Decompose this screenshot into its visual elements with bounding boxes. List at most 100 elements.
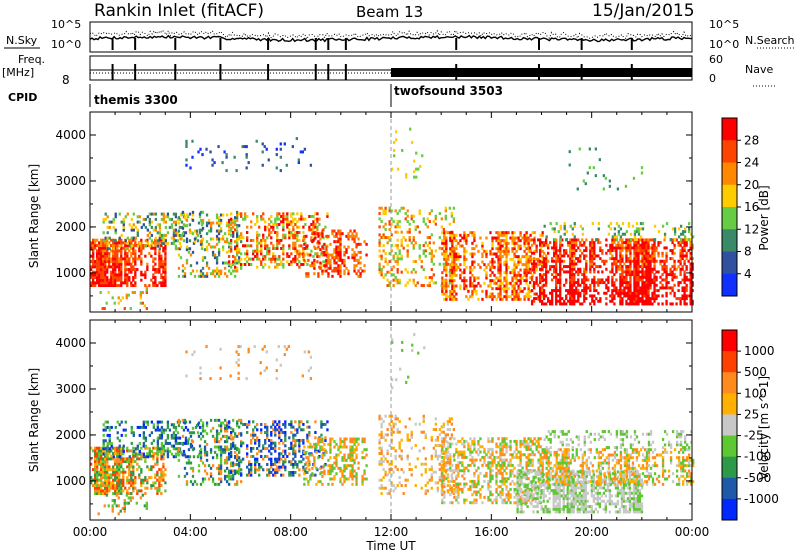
heatmap-cell bbox=[219, 466, 223, 470]
heatmap-cell bbox=[523, 236, 526, 240]
heatmap-cell bbox=[428, 246, 431, 250]
heatmap-cell bbox=[180, 233, 184, 237]
heatmap-cell bbox=[687, 278, 690, 282]
heatmap-cell bbox=[150, 233, 154, 237]
heatmap-cell bbox=[116, 449, 119, 453]
heatmap-cell bbox=[536, 283, 540, 287]
heatmap-cell bbox=[673, 267, 676, 271]
heatmap-cell bbox=[96, 276, 99, 280]
heatmap-cell bbox=[532, 251, 536, 255]
heatmap-cell bbox=[629, 273, 632, 277]
heatmap-cell bbox=[503, 239, 506, 243]
heatmap-cell bbox=[145, 285, 148, 289]
heatmap-cell bbox=[643, 259, 646, 263]
heatmap-cell bbox=[229, 241, 233, 245]
heatmap-cell bbox=[679, 249, 682, 253]
heatmap-cell bbox=[337, 269, 340, 273]
heatmap-cell bbox=[530, 302, 534, 306]
heatmap-cell bbox=[219, 272, 223, 276]
heatmap-cell bbox=[605, 297, 608, 301]
heatmap-cell bbox=[543, 259, 546, 263]
heatmap-cell bbox=[689, 246, 692, 250]
heatmap-cell bbox=[201, 266, 205, 270]
heatmap-cell bbox=[134, 273, 137, 277]
heatmap-cell bbox=[154, 278, 157, 282]
heatmap-cell bbox=[256, 468, 259, 472]
heatmap-cell bbox=[219, 464, 223, 468]
heatmap-cell bbox=[116, 462, 119, 466]
heatmap-cell bbox=[138, 254, 141, 258]
heatmap-cell bbox=[152, 276, 155, 280]
heatmap-cell bbox=[396, 222, 399, 226]
heatmap-cell bbox=[144, 436, 147, 440]
heatmap-cell bbox=[219, 421, 223, 425]
heatmap-cell bbox=[569, 265, 572, 269]
heatmap-cell bbox=[256, 236, 259, 240]
heatmap-cell bbox=[96, 446, 99, 450]
heatmap-cell bbox=[489, 231, 492, 235]
heatmap-cell bbox=[515, 273, 518, 277]
nave-label: Nave bbox=[745, 63, 773, 76]
heatmap-cell bbox=[591, 249, 594, 253]
heatmap-cell bbox=[221, 213, 225, 217]
heatmap-cell bbox=[384, 206, 387, 210]
heatmap-cell bbox=[479, 236, 482, 240]
heatmap-cell bbox=[199, 453, 203, 457]
heatmap-cell bbox=[629, 283, 632, 287]
heatmap-cell bbox=[182, 449, 186, 453]
heatmap-cell bbox=[209, 418, 213, 422]
heatmap-cell bbox=[138, 244, 141, 248]
heatmap-cell bbox=[515, 249, 518, 253]
heatmap-cell bbox=[471, 289, 474, 293]
heatmap-cell bbox=[511, 276, 514, 280]
heatmap-cell bbox=[323, 250, 326, 254]
heatmap-cell bbox=[639, 270, 642, 274]
heatmap-cell bbox=[477, 276, 480, 280]
heatmap-cell bbox=[569, 299, 572, 303]
heatmap-cell bbox=[523, 263, 526, 267]
heatmap-cell bbox=[384, 260, 387, 264]
heatmap-cell bbox=[625, 267, 628, 271]
heatmap-cell bbox=[292, 217, 295, 221]
heatmap-cell bbox=[181, 226, 185, 230]
heatmap-cell bbox=[168, 449, 172, 453]
heatmap-cell bbox=[505, 244, 508, 248]
heatmap-cell bbox=[282, 460, 285, 464]
heatmap-cell bbox=[635, 273, 638, 277]
heatmap-cell bbox=[197, 469, 201, 473]
heatmap-cell bbox=[571, 243, 574, 247]
heatmap-cell bbox=[168, 225, 172, 229]
heatmap-cell bbox=[406, 252, 409, 256]
heatmap-cell bbox=[217, 418, 221, 422]
heatmap-cell bbox=[398, 209, 401, 213]
heatmap-cell bbox=[625, 278, 628, 282]
heatmap-cell bbox=[457, 255, 460, 259]
heatmap-cell bbox=[136, 452, 139, 456]
heatmap-cell bbox=[665, 222, 669, 226]
heatmap-cell bbox=[117, 296, 120, 300]
heatmap-cell bbox=[102, 447, 105, 451]
heatmap-cell bbox=[631, 246, 634, 250]
heatmap-cell bbox=[527, 260, 530, 264]
heatmap-cell bbox=[339, 253, 342, 257]
heatmap-cell bbox=[154, 252, 157, 256]
heatmap-cell bbox=[148, 452, 152, 456]
heatmap-cell bbox=[591, 254, 594, 258]
heatmap-cell bbox=[585, 249, 588, 253]
heatmap-cell bbox=[122, 241, 125, 245]
heatmap-cell bbox=[100, 452, 103, 456]
heatmap-cell bbox=[349, 234, 352, 238]
heatmap-cell bbox=[160, 441, 164, 445]
heatmap-cell bbox=[317, 240, 320, 244]
heatmap-cell bbox=[689, 289, 692, 293]
heatmap-cell bbox=[412, 268, 415, 272]
heatmap-cell bbox=[194, 425, 198, 429]
heatmap-cell bbox=[90, 260, 93, 264]
heatmap-cell bbox=[355, 242, 358, 246]
heatmap-cell bbox=[235, 248, 239, 252]
heatmap-cell bbox=[240, 468, 243, 472]
heatmap-cell bbox=[331, 229, 334, 233]
heatmap-cell bbox=[246, 422, 249, 426]
heatmap-cell bbox=[294, 462, 297, 466]
heatmap-cell bbox=[100, 465, 103, 469]
